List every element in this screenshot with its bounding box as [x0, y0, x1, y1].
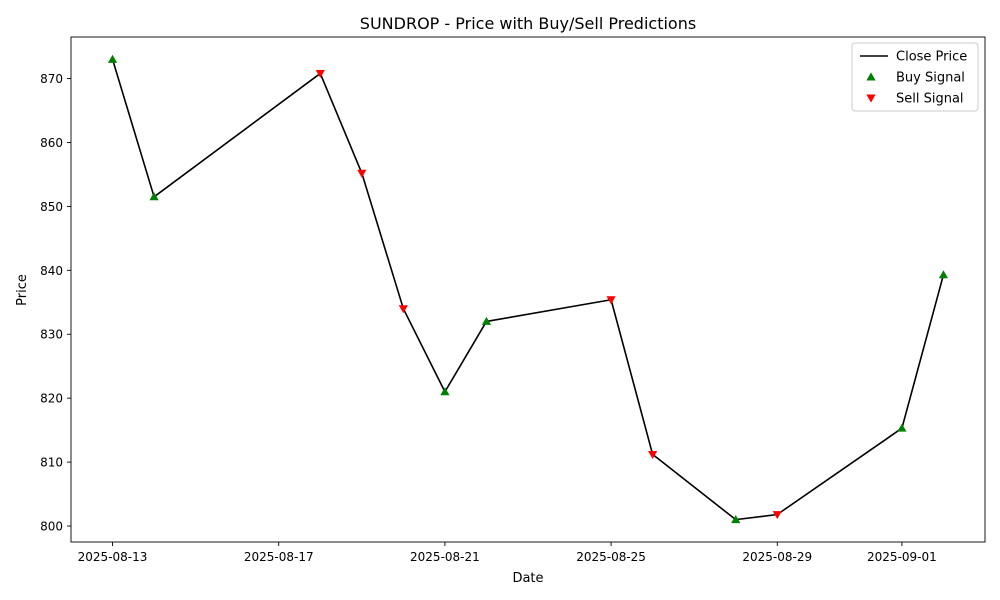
y-tick-label: 800	[40, 520, 63, 534]
legend: Close Price Buy Signal Sell Signal	[851, 42, 979, 112]
axes-frame	[70, 36, 986, 543]
legend-box	[851, 42, 979, 112]
buy-signal-marker	[149, 192, 159, 201]
sell-signal-marker	[648, 450, 658, 460]
sell-signal-marker	[606, 296, 616, 305]
legend-buy-signal-swatch	[866, 72, 876, 81]
y-tick-label: 850	[40, 200, 63, 214]
y-tick-label: 860	[40, 136, 63, 150]
legend-sell-signal-label: Sell Signal	[896, 92, 964, 107]
legend-sell-signal-swatch	[866, 94, 876, 103]
y-tick-label: 810	[40, 456, 63, 470]
sell-signal-marker	[772, 511, 782, 520]
y-tick-label: 840	[40, 264, 63, 278]
x-tick-label: 2025-08-17	[244, 550, 314, 564]
buy-signal-marker	[481, 316, 492, 325]
x-tick-label: 2025-08-13	[78, 550, 148, 564]
legend-close-price-label: Close Price	[896, 50, 967, 65]
buy-signal-marker	[938, 270, 949, 279]
x-tick-label: 2025-08-29	[742, 550, 812, 564]
buy-signal-marker	[440, 387, 450, 396]
legend-buy-signal-label: Buy Signal	[896, 71, 965, 86]
y-tick-label: 820	[40, 392, 63, 406]
y-axis-label: Price	[15, 274, 30, 306]
chart-title: SUNDROP - Price with Buy/Sell Prediction…	[360, 14, 696, 33]
axes: 2025-08-13 2025-08-17 2025-08-21 2025-08-25…	[40, 36, 986, 564]
buy-signal-marker	[107, 54, 118, 63]
x-tick-label: 2025-08-21	[410, 550, 480, 564]
plot-area	[107, 54, 949, 524]
y-tick-label: 830	[40, 328, 63, 342]
sell-signal-marker	[357, 169, 367, 178]
x-axis-label: Date	[512, 571, 543, 586]
sell-signal-marker	[315, 69, 325, 79]
series-line-close-price	[111, 59, 945, 521]
y-tick-label: 870	[40, 72, 63, 86]
x-tick-label: 2025-09-01	[867, 550, 937, 564]
buy-signal-marker	[897, 423, 907, 432]
sell-signal-marker	[398, 305, 408, 314]
x-tick-label: 2025-08-25	[576, 550, 646, 564]
buy-signal-marker	[731, 515, 741, 524]
